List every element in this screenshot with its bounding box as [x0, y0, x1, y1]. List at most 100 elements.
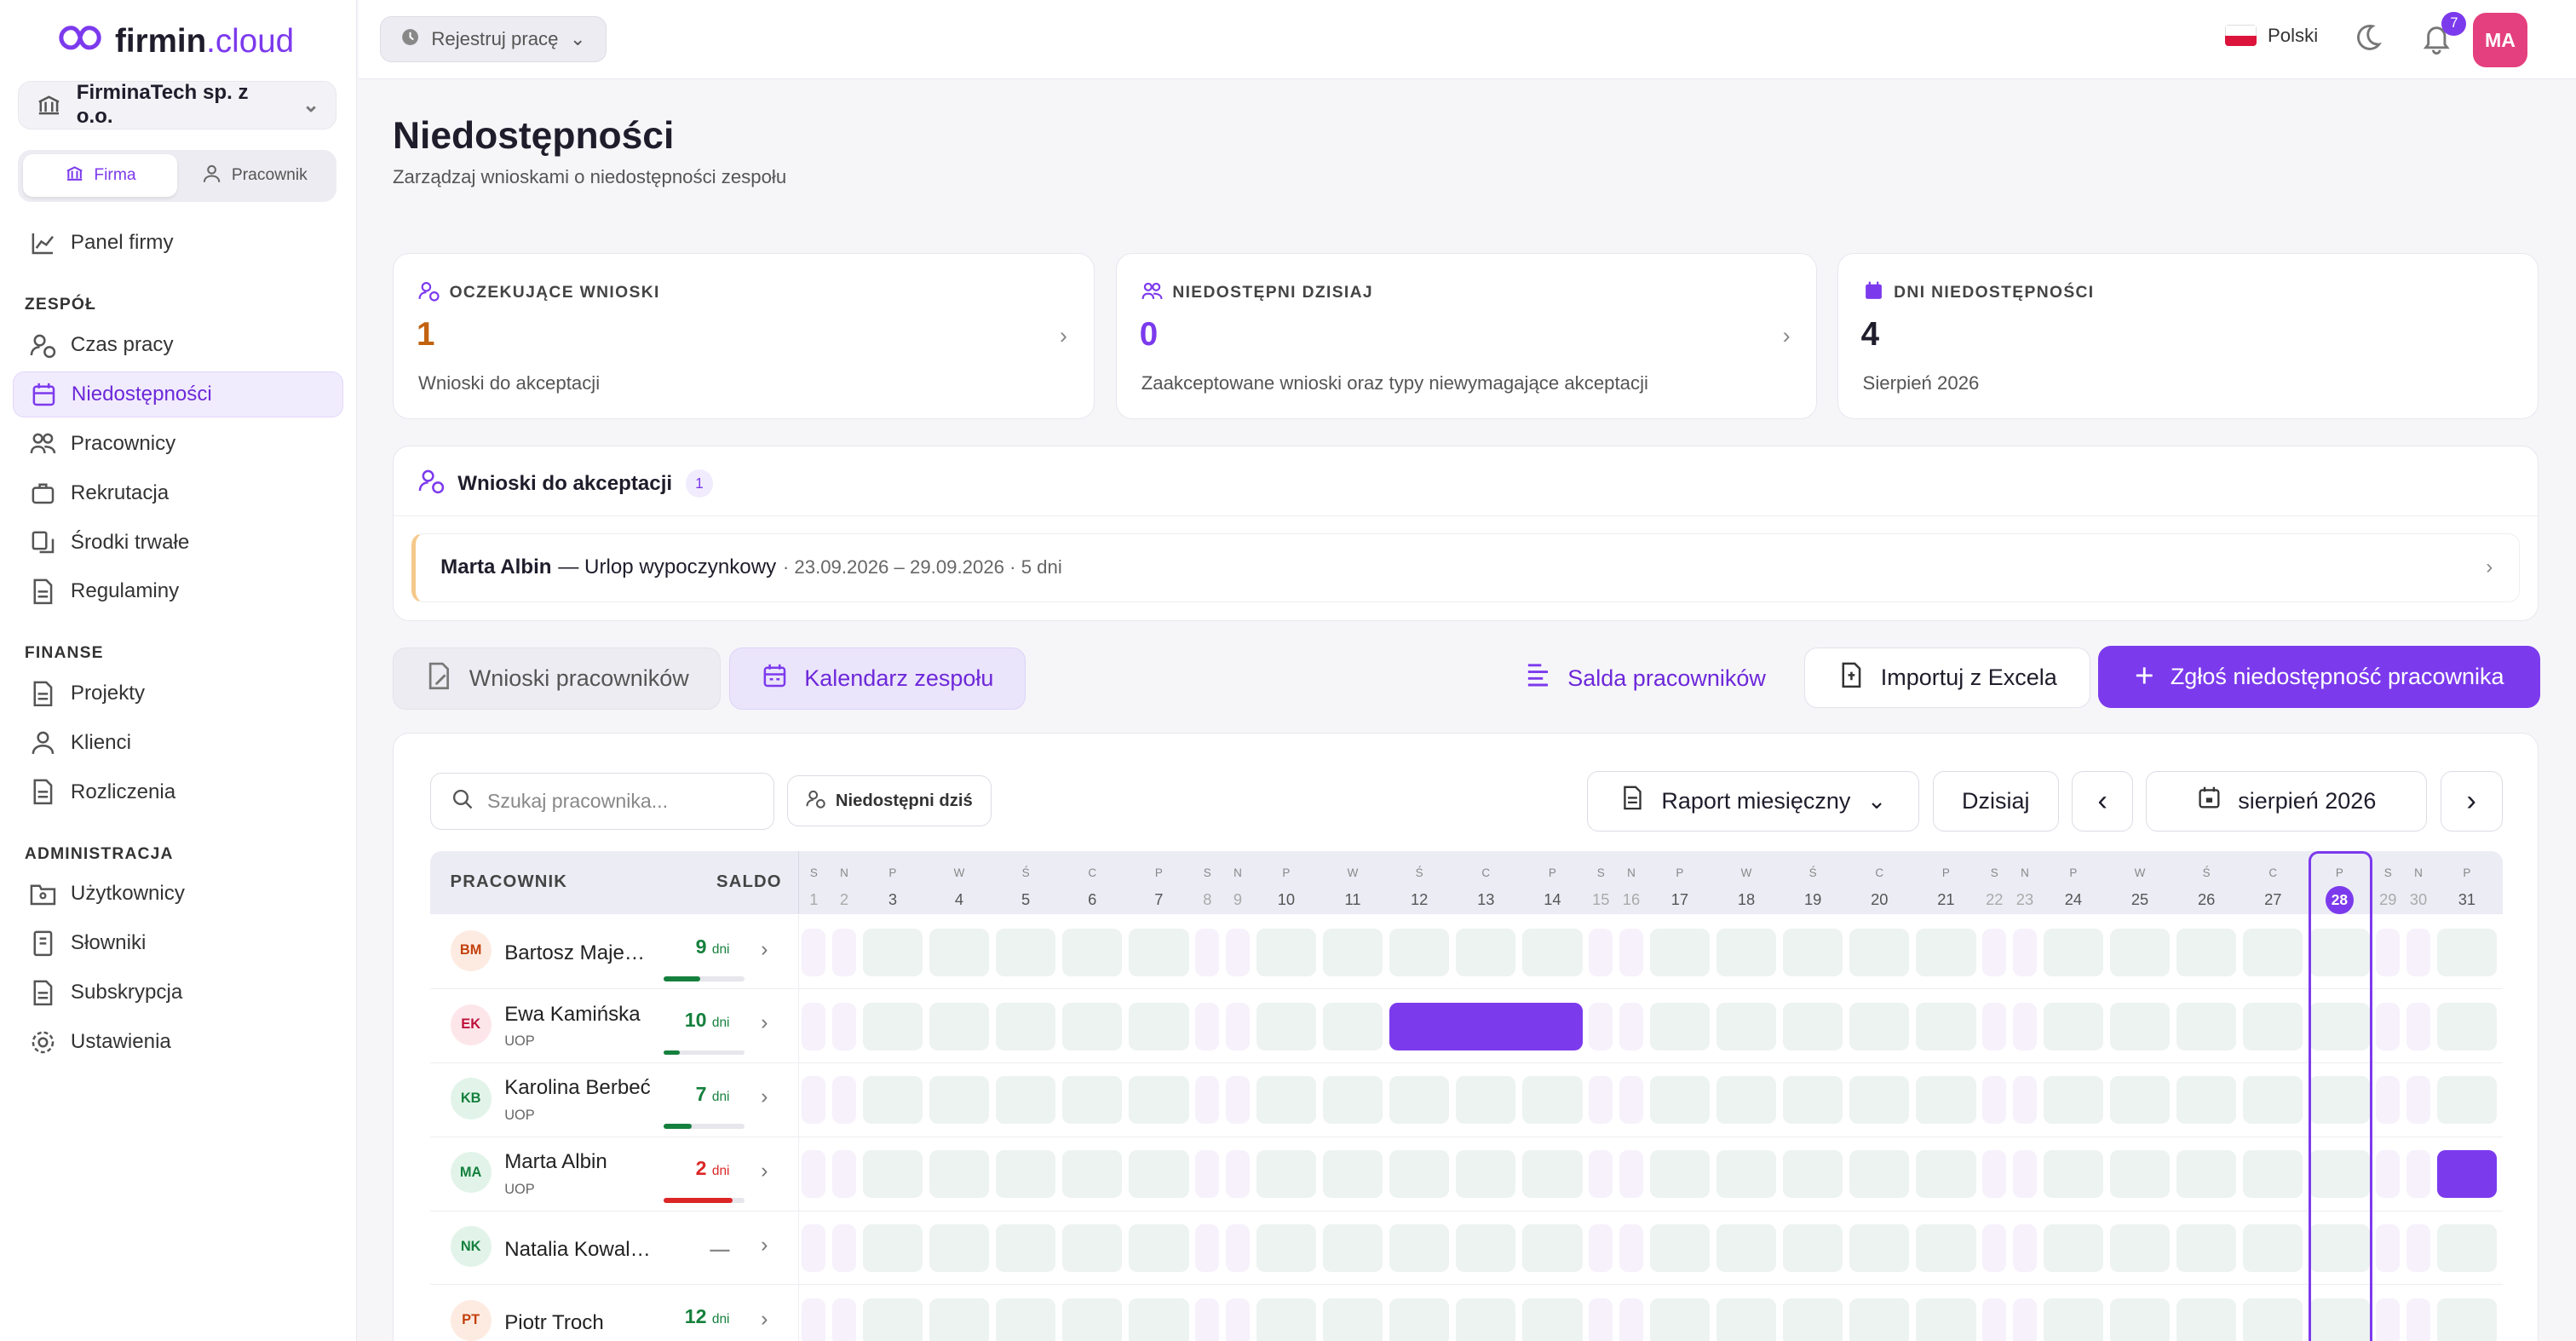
tab-team-calendar[interactable]: Kalendarz zespołu: [729, 647, 1026, 711]
employee-row[interactable]: MA Marta Albin UOP 2 dni ›: [430, 1137, 2503, 1212]
day-cell[interactable]: [1782, 928, 1843, 976]
day-cell[interactable]: [1982, 1002, 2007, 1050]
day-cell[interactable]: [2376, 1224, 2401, 1273]
day-cell[interactable]: [2043, 1002, 2104, 1050]
day-cell[interactable]: [1226, 1298, 1250, 1341]
day-cell[interactable]: [1982, 1298, 2007, 1341]
day-cell[interactable]: [2243, 1076, 2303, 1125]
day-cell[interactable]: [2176, 1076, 2237, 1125]
day-cell[interactable]: [2109, 1298, 2171, 1341]
day-cell[interactable]: [2013, 1298, 2037, 1341]
search-input[interactable]: Szukaj pracownika...: [430, 772, 774, 831]
day-cell[interactable]: [2176, 1298, 2237, 1341]
day-cell[interactable]: [1456, 1224, 1516, 1273]
day-cell[interactable]: [2109, 1150, 2171, 1199]
company-switcher[interactable]: FirminaTech sp. z o.o. ⌄: [18, 80, 337, 130]
day-cell[interactable]: [1916, 1076, 1976, 1125]
day-cell[interactable]: [832, 1150, 856, 1199]
day-cell[interactable]: [1782, 1298, 1843, 1341]
day-cell[interactable]: [1062, 1150, 1123, 1199]
day-cell[interactable]: [2109, 1224, 2171, 1273]
day-cell[interactable]: [2176, 1224, 2237, 1273]
day-cell[interactable]: [862, 1150, 923, 1199]
day-cell[interactable]: [1649, 928, 1711, 976]
sidebar-item-srodki-trwale[interactable]: Środki trwałe: [13, 520, 343, 566]
day-cell[interactable]: [1716, 1076, 1777, 1125]
day-cell[interactable]: [1195, 1076, 1220, 1125]
day-cell[interactable]: [1716, 1224, 1777, 1273]
day-cell[interactable]: [2109, 1076, 2171, 1125]
day-cell[interactable]: [802, 1298, 826, 1341]
day-cell[interactable]: [1649, 1150, 1711, 1199]
day-cell[interactable]: [929, 928, 990, 976]
day-cell[interactable]: [1062, 1002, 1123, 1050]
day-cell[interactable]: [2406, 1224, 2430, 1273]
day-cell[interactable]: [2309, 1224, 2370, 1273]
day-cell[interactable]: [1589, 1002, 1613, 1050]
day-cell[interactable]: [1062, 1298, 1123, 1341]
day-cell[interactable]: [2406, 1298, 2430, 1341]
language-switcher[interactable]: Polski: [2224, 25, 2318, 47]
day-cell[interactable]: [862, 1002, 923, 1050]
day-cell[interactable]: [1322, 1298, 1383, 1341]
day-cell[interactable]: [802, 1150, 826, 1199]
day-cell[interactable]: [1849, 1002, 1910, 1050]
day-cell[interactable]: [1619, 1002, 1643, 1050]
sidebar-item-ustawienia[interactable]: Ustawienia: [13, 1019, 343, 1065]
sidebar-item-panel[interactable]: Panel firmy: [13, 220, 343, 266]
day-cell[interactable]: [1982, 928, 2007, 976]
day-cell[interactable]: [2013, 1076, 2037, 1125]
report-unavailability-button[interactable]: + Zgłoś niedostępność pracownika: [2098, 646, 2541, 709]
day-cell[interactable]: [1916, 1224, 1976, 1273]
day-cell[interactable]: [995, 1150, 1056, 1199]
absence-block[interactable]: [1389, 1002, 1583, 1050]
day-cell[interactable]: [2109, 928, 2171, 976]
day-cell[interactable]: [2043, 928, 2104, 976]
day-cell[interactable]: [1849, 1298, 1910, 1341]
day-cell[interactable]: [832, 928, 856, 976]
day-cell[interactable]: [832, 1298, 856, 1341]
day-cell[interactable]: [1389, 1224, 1450, 1273]
day-cell[interactable]: [1522, 1150, 1583, 1199]
sidebar-item-regulaminy[interactable]: Regulaminy: [13, 568, 343, 614]
day-cell[interactable]: [1649, 1076, 1711, 1125]
day-cell[interactable]: [1226, 928, 1250, 976]
unavailable-today-filter[interactable]: Niedostępni dziś: [786, 775, 992, 827]
day-cell[interactable]: [1619, 1298, 1643, 1341]
monthly-report-dropdown[interactable]: Raport miesięczny ⌄: [1587, 770, 1920, 832]
day-cell[interactable]: [1256, 1224, 1317, 1273]
day-cell[interactable]: [1522, 928, 1583, 976]
mode-pracownik[interactable]: Pracownik: [177, 154, 331, 197]
day-cell[interactable]: [1389, 1298, 1450, 1341]
day-cell[interactable]: [1256, 1150, 1317, 1199]
employee-row[interactable]: NK Natalia Kowalska — ›: [430, 1211, 2503, 1286]
sidebar-item-niedostepnosci[interactable]: Niedostępności: [13, 371, 344, 417]
day-cell[interactable]: [1195, 928, 1220, 976]
day-cell[interactable]: [1226, 1150, 1250, 1199]
day-cell[interactable]: [995, 1002, 1056, 1050]
absence-block[interactable]: [2436, 1150, 2498, 1199]
card-pending-requests[interactable]: OCZEKUJĄCE WNIOSKI 1 Wnioski do akceptac…: [393, 253, 1095, 419]
day-cell[interactable]: [1256, 928, 1317, 976]
day-cell[interactable]: [1916, 1298, 1976, 1341]
day-cell[interactable]: [1716, 1298, 1777, 1341]
day-cell[interactable]: [1522, 1298, 1583, 1341]
day-cell[interactable]: [1849, 1076, 1910, 1125]
day-cell[interactable]: [1129, 928, 1189, 976]
sidebar-item-projekty[interactable]: Projekty: [13, 670, 343, 717]
day-cell[interactable]: [2013, 1224, 2037, 1273]
day-cell[interactable]: [862, 928, 923, 976]
day-cell[interactable]: [1916, 1150, 1976, 1199]
day-cell[interactable]: [2376, 1002, 2401, 1050]
day-cell[interactable]: [1649, 1002, 1711, 1050]
day-cell[interactable]: [1649, 1298, 1711, 1341]
day-cell[interactable]: [929, 1224, 990, 1273]
day-cell[interactable]: [1619, 1224, 1643, 1273]
day-cell[interactable]: [2109, 1002, 2171, 1050]
sidebar-item-rozliczenia[interactable]: Rozliczenia: [13, 769, 343, 815]
day-cell[interactable]: [2243, 928, 2303, 976]
day-cell[interactable]: [862, 1298, 923, 1341]
day-cell[interactable]: [2309, 1076, 2370, 1125]
day-cell[interactable]: [1062, 1224, 1123, 1273]
day-cell[interactable]: [1195, 1298, 1220, 1341]
